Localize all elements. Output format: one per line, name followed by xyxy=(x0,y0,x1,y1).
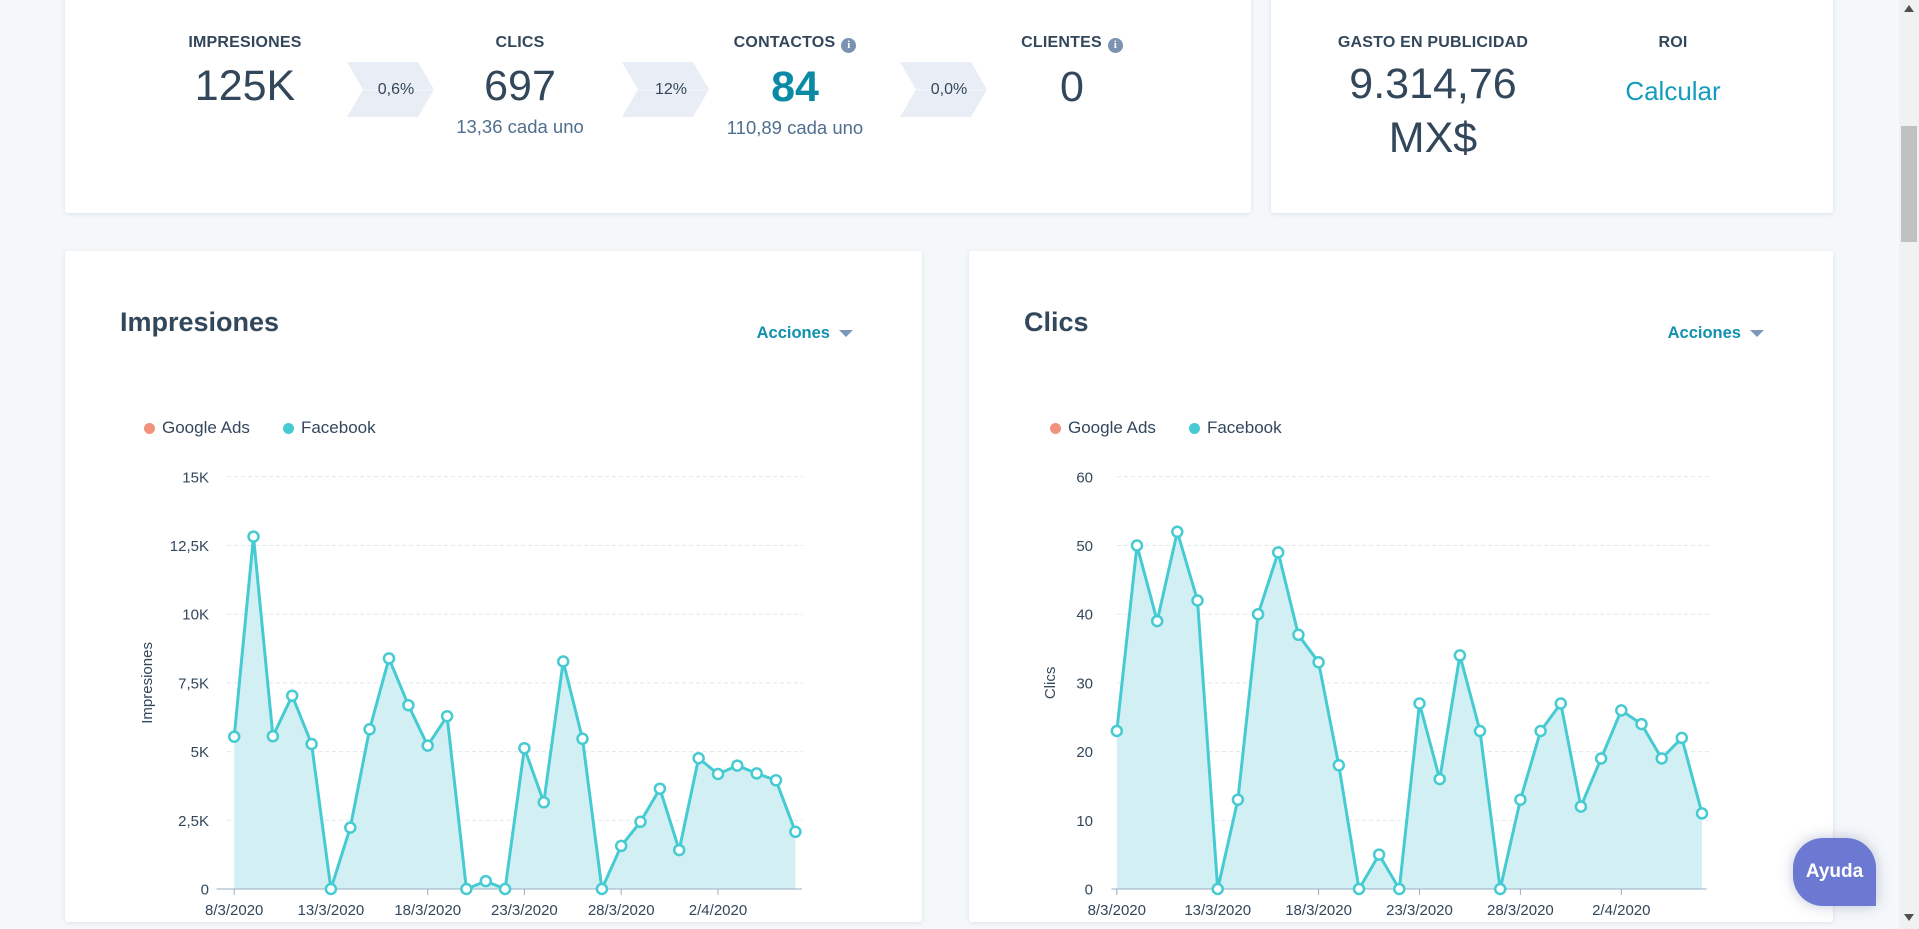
svg-text:15K: 15K xyxy=(182,469,209,486)
svg-text:23/3/2020: 23/3/2020 xyxy=(1386,902,1453,919)
svg-text:2/4/2020: 2/4/2020 xyxy=(689,902,747,919)
svg-text:5K: 5K xyxy=(191,744,209,761)
svg-text:60: 60 xyxy=(1076,469,1093,486)
svg-text:10: 10 xyxy=(1076,813,1093,830)
svg-text:23/3/2020: 23/3/2020 xyxy=(491,902,558,919)
svg-text:13/3/2020: 13/3/2020 xyxy=(1184,902,1251,919)
svg-text:13/3/2020: 13/3/2020 xyxy=(298,902,365,919)
svg-text:40: 40 xyxy=(1076,607,1093,624)
svg-text:12,5K: 12,5K xyxy=(170,538,209,555)
svg-text:10K: 10K xyxy=(182,607,209,624)
svg-text:2,5K: 2,5K xyxy=(178,813,209,830)
svg-text:30: 30 xyxy=(1076,675,1093,692)
svg-text:28/3/2020: 28/3/2020 xyxy=(588,902,655,919)
svg-text:7,5K: 7,5K xyxy=(178,675,209,692)
svg-text:18/3/2020: 18/3/2020 xyxy=(1285,902,1352,919)
svg-text:Impresiones: Impresiones xyxy=(139,642,156,724)
svg-text:0: 0 xyxy=(1085,882,1093,899)
svg-text:0: 0 xyxy=(201,882,209,899)
svg-text:8/3/2020: 8/3/2020 xyxy=(205,902,263,919)
svg-text:28/3/2020: 28/3/2020 xyxy=(1487,902,1554,919)
svg-text:18/3/2020: 18/3/2020 xyxy=(394,902,461,919)
svg-text:2/4/2020: 2/4/2020 xyxy=(1592,902,1650,919)
svg-text:Clics: Clics xyxy=(1042,667,1059,700)
svg-text:20: 20 xyxy=(1076,744,1093,761)
svg-text:8/3/2020: 8/3/2020 xyxy=(1088,902,1146,919)
svg-text:50: 50 xyxy=(1076,538,1093,555)
